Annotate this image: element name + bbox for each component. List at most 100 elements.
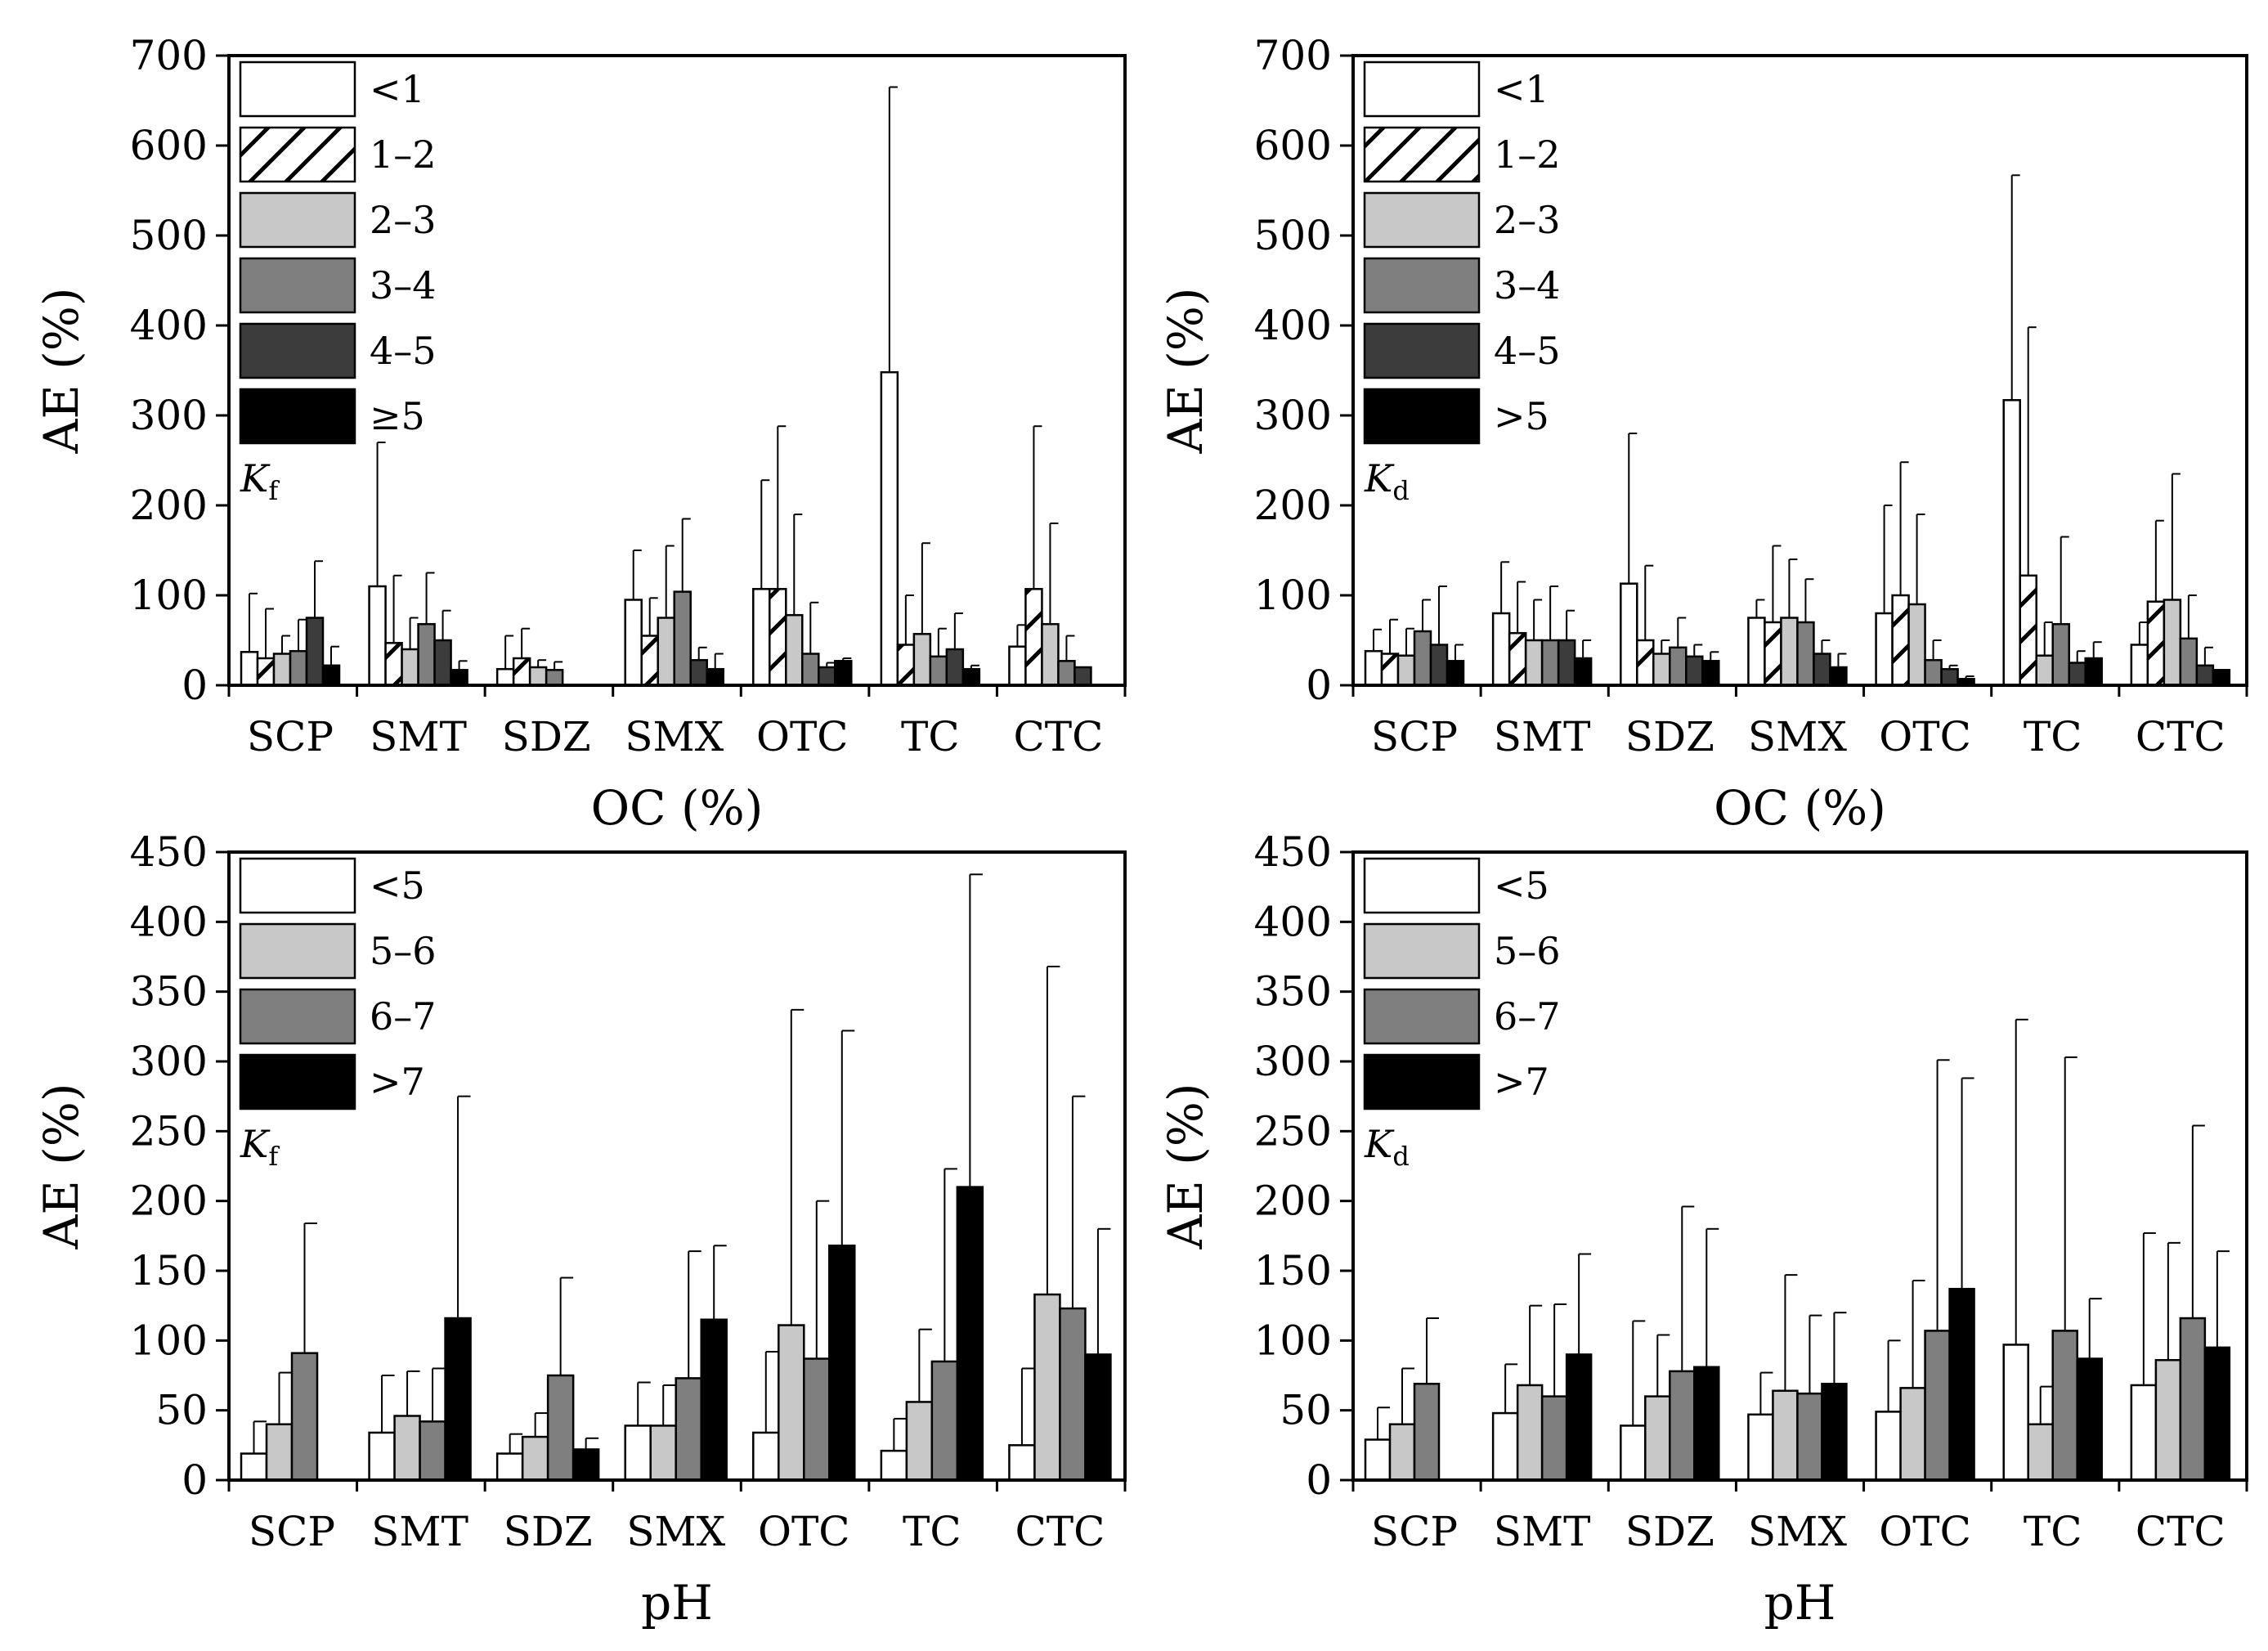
x-tick-label-scp: SCP: [1371, 1508, 1458, 1555]
y-tick-label: 600: [1254, 122, 1332, 169]
bar-otc-series-1: [1875, 612, 1894, 687]
bar-sdz-series-1: [495, 667, 515, 687]
x-tick-label-smt: SMT: [371, 1508, 468, 1555]
x-axis-label: pH: [641, 1575, 713, 1631]
bar-otc-series-5: [1940, 667, 1959, 687]
bar-smt-series-3: [401, 648, 419, 687]
plot-frame: [227, 850, 1127, 1482]
bar-ctc-series-4: [2179, 637, 2199, 687]
x-tick-label-scp: SCP: [1371, 713, 1458, 760]
y-tick-label: 450: [130, 828, 208, 876]
bar-sdz-series-4: [1693, 1366, 1720, 1482]
bar-ctc-series-1: [2130, 1384, 2158, 1482]
bar-smx-series-1: [1747, 1413, 1774, 1482]
legend-label: <5: [370, 864, 425, 908]
y-tick-label: 0: [182, 1456, 208, 1504]
x-axis-label: OC (%): [1714, 780, 1886, 836]
y-tick-label: 350: [130, 968, 208, 1016]
y-tick-label: 300: [130, 1038, 208, 1085]
bar-otc-series-1: [752, 588, 771, 687]
chart-panel-top-left: 0 100 200 300 400 500 600 700 SCP SMT SDZ SMX OTC TC C…: [34, 32, 1127, 836]
x-tick-label-smx: SMX: [626, 1508, 725, 1555]
bar-smx-series-3: [675, 1377, 702, 1482]
k-label-main: K: [1364, 456, 1395, 500]
bar-smx-series-3: [1796, 1392, 1823, 1482]
bar-sdz-series-2: [1644, 1395, 1671, 1482]
x-tick-label-scp: SCP: [247, 713, 334, 760]
bar-tc-series-2: [905, 1401, 934, 1482]
y-tick-label: 150: [1254, 1247, 1332, 1294]
bar-scp-series-4: [289, 649, 308, 687]
y-tick-label: 100: [1254, 1317, 1332, 1364]
legend-label: ≥5: [370, 394, 425, 438]
y-axis-label: AE (%): [34, 287, 89, 454]
legend-label: 1–2: [1494, 132, 1561, 177]
legend-label: 4–5: [1494, 329, 1561, 373]
x-tick-label-scp: SCP: [249, 1508, 335, 1555]
bar-ctc-series-1: [2130, 644, 2149, 687]
x-axis-label: pH: [1764, 1575, 1836, 1631]
bar-tc-series-5: [2068, 662, 2086, 687]
bar-scp-series-2: [1388, 1423, 1416, 1482]
bar-otc-series-1: [1875, 1411, 1902, 1482]
y-tick-label: 700: [130, 32, 208, 79]
x-tick-label-smt: SMT: [1494, 713, 1591, 760]
bar-tc-series-4: [956, 1186, 984, 1482]
bar-smx-series-1: [1747, 617, 1766, 687]
legend: <5 5–6 6–7 >7: [1363, 857, 1561, 1110]
legend-label: 5–6: [370, 929, 437, 973]
bar-tc-series-5: [945, 648, 965, 687]
legend-swatch: [239, 126, 356, 183]
bar-otc-series-3: [785, 613, 804, 687]
legend-label: 6–7: [1494, 994, 1561, 1039]
bar-sdz-series-3: [528, 666, 548, 687]
bar-ctc-series-4: [1084, 1353, 1112, 1482]
bar-smt-series-1: [1491, 1411, 1519, 1482]
y-tick-label: 200: [1254, 482, 1332, 529]
legend-swatch: [1363, 126, 1481, 183]
bar-tc-series-3: [930, 1360, 959, 1482]
bar-tc-series-2: [896, 644, 916, 687]
legend-swatch: [1363, 61, 1481, 118]
bar-tc-series-1: [2002, 1344, 2029, 1482]
legend-label: >5: [1494, 394, 1549, 438]
bar-scp-series-2: [265, 1423, 294, 1482]
bar-smt-series-6: [1573, 657, 1593, 687]
bar-scp-series-3: [1413, 1382, 1441, 1482]
x-tick-label-tc: TC: [2024, 713, 2082, 760]
bar-sdz-series-1: [1620, 1424, 1647, 1482]
bar-ctc-series-3: [1059, 1307, 1087, 1482]
bar-scp-series-2: [256, 657, 276, 687]
y-tick-label: 50: [1280, 1387, 1332, 1434]
k-label: Kf: [240, 1122, 280, 1172]
legend-swatch: [239, 922, 356, 980]
bar-otc-series-4: [1948, 1287, 1975, 1482]
bar-sdz-series-3: [546, 1374, 575, 1482]
bar-ctc-series-3: [2179, 1317, 2207, 1482]
bar-smx-series-2: [649, 1424, 677, 1482]
k-label-main: K: [1364, 1122, 1395, 1166]
x-tick-label-otc: OTC: [1879, 713, 1971, 760]
k-label-subscript: d: [1392, 1141, 1409, 1172]
bar-smx-series-2: [640, 635, 659, 687]
bar-smt-series-3: [1524, 639, 1544, 687]
legend-label: <1: [1494, 67, 1549, 111]
bar-tc-series-1: [2002, 399, 2021, 687]
bar-smt-series-3: [419, 1420, 446, 1482]
bar-sdz-series-4: [571, 1448, 600, 1482]
bar-smt-series-1: [368, 585, 387, 687]
bar-smt-series-2: [393, 1415, 421, 1482]
y-axis-label: AE (%): [34, 1083, 89, 1249]
legend-label: 3–4: [1494, 263, 1561, 307]
y-axis-label: AE (%): [1158, 287, 1213, 454]
y-tick-label: 400: [1254, 898, 1332, 945]
bar-ctc-series-3: [2163, 599, 2182, 687]
y-tick-label: 100: [130, 1317, 208, 1364]
bar-sdz-series-4: [545, 669, 564, 687]
bar-smx-series-3: [657, 617, 675, 687]
legend: <1 1–2 2–3 3–4 4–5 ≥5: [239, 61, 437, 445]
bar-otc-series-2: [778, 1324, 805, 1482]
legend-swatch: [239, 61, 356, 118]
legend-swatch: [239, 257, 356, 314]
y-axis-label: AE (%): [1158, 1083, 1213, 1249]
